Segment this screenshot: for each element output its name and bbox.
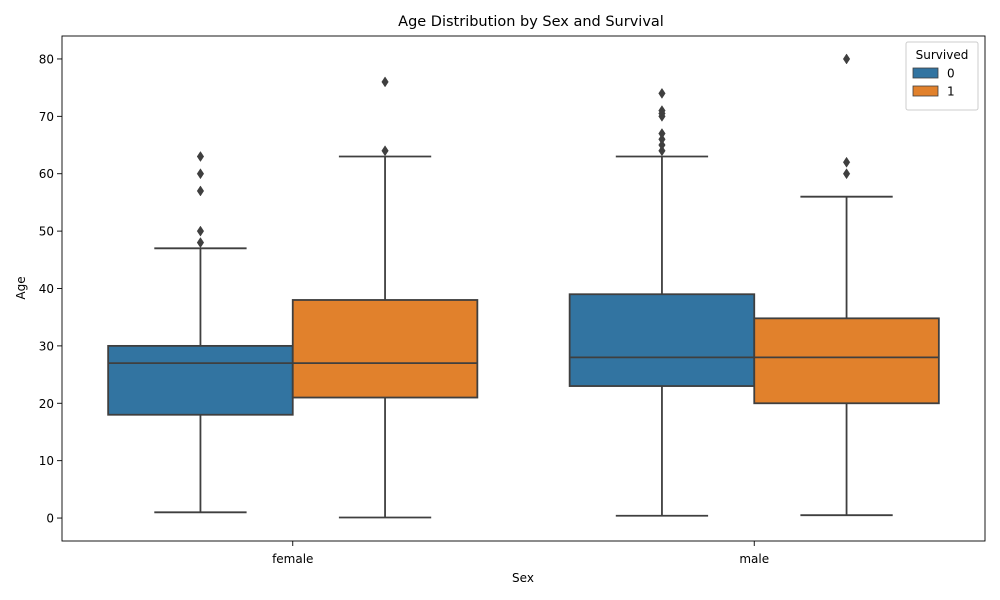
legend-title: Survived bbox=[916, 48, 969, 62]
legend-swatch-0 bbox=[912, 67, 939, 79]
legend: Survived 0 1 bbox=[905, 41, 979, 111]
box-female-1 bbox=[291, 76, 479, 519]
legend-swatch-1 bbox=[912, 85, 939, 97]
outlier-point bbox=[658, 105, 666, 117]
iqr-box bbox=[568, 293, 756, 387]
legend-label-0: 0 bbox=[947, 67, 955, 81]
y-tick-label: 40 bbox=[39, 282, 54, 296]
y-tick-label: 10 bbox=[39, 454, 54, 468]
outlier-point bbox=[196, 151, 205, 162]
y-axis: 0 10 20 30 40 50 60 70 80 bbox=[39, 52, 62, 526]
outlier-point bbox=[842, 156, 851, 168]
iqr-box bbox=[753, 317, 940, 405]
x-tick-label-female: female bbox=[272, 552, 313, 566]
y-tick-label: 20 bbox=[39, 397, 54, 411]
x-tick-label-male: male bbox=[739, 552, 769, 566]
outlier-point bbox=[658, 87, 666, 99]
outlier-point bbox=[658, 128, 666, 140]
y-axis-label: Age bbox=[14, 276, 28, 299]
y-tick-label: 30 bbox=[39, 339, 54, 353]
box-male-0 bbox=[568, 87, 756, 517]
x-axis: female male bbox=[272, 541, 769, 566]
outlier-point bbox=[381, 76, 389, 88]
y-tick-label: 80 bbox=[39, 52, 54, 66]
outlier-point bbox=[658, 139, 666, 151]
outlier-point bbox=[196, 185, 205, 197]
legend-label-1: 1 bbox=[947, 85, 955, 99]
outlier-point bbox=[196, 168, 205, 180]
y-tick-label: 50 bbox=[39, 225, 54, 239]
plot-area bbox=[107, 53, 940, 519]
outlier-point bbox=[842, 168, 851, 180]
box-female-0 bbox=[107, 151, 294, 514]
outlier-point bbox=[658, 133, 666, 145]
box-male-1 bbox=[753, 53, 940, 517]
y-tick-label: 70 bbox=[39, 110, 54, 124]
chart-title: Age Distribution by Sex and Survival bbox=[398, 14, 664, 30]
outlier-point bbox=[658, 145, 666, 157]
outlier-point bbox=[842, 53, 851, 65]
y-tick-label: 0 bbox=[46, 512, 54, 526]
outlier-point bbox=[196, 237, 205, 249]
iqr-box bbox=[107, 344, 294, 416]
y-tick-label: 60 bbox=[39, 167, 54, 181]
outlier-point bbox=[381, 145, 389, 157]
iqr-box bbox=[291, 299, 479, 399]
x-axis-label: Sex bbox=[512, 571, 534, 585]
outlier-point bbox=[196, 225, 205, 237]
